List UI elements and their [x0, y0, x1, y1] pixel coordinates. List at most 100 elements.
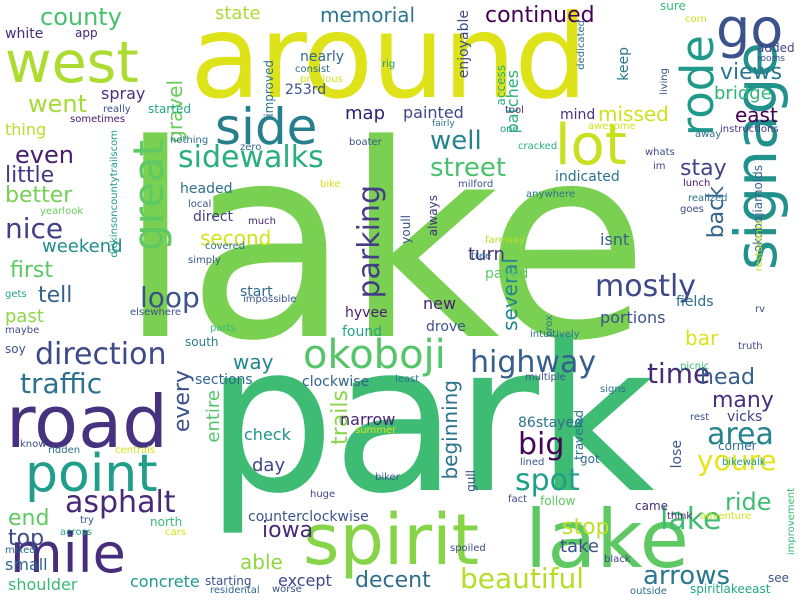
word: weekend [42, 236, 123, 257]
word: summer [355, 425, 397, 436]
word: past [5, 306, 44, 327]
word: entire [203, 390, 224, 443]
word: much [248, 216, 276, 227]
word: end [8, 506, 50, 531]
word: rooms [757, 54, 785, 64]
word: area [707, 417, 774, 452]
word: youll [399, 215, 413, 244]
word: worse [272, 584, 302, 595]
word: sections [195, 372, 253, 388]
word: asphalt [65, 485, 176, 520]
word: gets [5, 289, 27, 300]
word: continued [485, 3, 595, 28]
word: follow [540, 494, 576, 508]
word: south [185, 335, 219, 349]
word: 86stayed [518, 415, 583, 431]
word: came [635, 499, 669, 513]
word: first [10, 258, 53, 283]
word: think [667, 511, 693, 522]
word: big [518, 427, 565, 462]
word: starting [205, 574, 252, 588]
word: ride [725, 488, 772, 516]
word: drove [426, 319, 466, 335]
word: biker [375, 472, 400, 483]
word: mixed [5, 545, 36, 556]
word: tell [38, 283, 73, 308]
word: parking [352, 185, 387, 299]
word: got [580, 452, 600, 466]
word: views [720, 60, 783, 85]
word: spirit [303, 499, 480, 581]
word: west [5, 30, 139, 96]
word: nothing [170, 135, 209, 146]
word: huge [310, 489, 336, 500]
word: tree [471, 251, 492, 262]
word: across [60, 527, 93, 538]
word: fields [676, 294, 714, 310]
word: mind [560, 107, 596, 123]
word: park [205, 301, 655, 539]
word: even [15, 141, 74, 169]
word: dickinsoncountytrailscom [109, 130, 120, 258]
word: stay [680, 156, 727, 181]
word: cars [165, 527, 186, 538]
word: start [240, 284, 273, 300]
word: mostly [595, 269, 697, 304]
word: previous [300, 74, 343, 85]
word: always [426, 195, 440, 237]
word: new [423, 294, 457, 313]
word: see [768, 571, 790, 585]
word: better [5, 183, 73, 208]
word: beginning [438, 380, 462, 480]
word: highway [470, 345, 597, 380]
word: started [148, 102, 191, 116]
word: 253rd [285, 82, 327, 98]
word: residental [210, 585, 260, 596]
word: rv [755, 304, 766, 315]
word: spoiled [450, 543, 486, 554]
word: painted [403, 103, 464, 122]
word: many [712, 388, 774, 413]
word: rest [690, 412, 710, 423]
word: youre [697, 444, 777, 477]
word: least [395, 374, 420, 385]
word: except [278, 571, 332, 590]
word: check [244, 425, 291, 444]
word: im [653, 161, 666, 172]
word: nearly [300, 49, 344, 65]
word: awesome [588, 121, 636, 132]
word: elsewhere [130, 307, 182, 318]
word: point [25, 444, 158, 504]
word: go [716, 0, 784, 60]
word: fareway [485, 235, 525, 246]
word: boater [349, 137, 382, 148]
word: tool [505, 105, 524, 116]
word: second [200, 226, 272, 250]
word: living [659, 68, 670, 95]
word: every [170, 370, 195, 433]
word: lake [525, 493, 689, 586]
word: maybe [5, 325, 40, 336]
word: side [215, 98, 318, 156]
word: bikewalk [722, 457, 766, 468]
word: keep [616, 47, 632, 81]
word: outside [630, 586, 667, 597]
word: indicated [555, 169, 620, 185]
word: really [103, 104, 131, 115]
word: gull [464, 470, 478, 492]
word: nice [5, 212, 64, 245]
word: loop [140, 281, 200, 314]
word: fact [508, 494, 528, 505]
word: multiple [525, 372, 566, 383]
word: arrows [643, 561, 731, 591]
word: lake [118, 88, 649, 400]
word: day [252, 455, 286, 476]
word: instructions [720, 124, 779, 135]
word: traffic [20, 367, 103, 400]
word: improved [262, 60, 276, 117]
word: state [215, 3, 261, 24]
word: covered [205, 241, 246, 252]
word: missed [598, 102, 669, 126]
word: zero [240, 142, 262, 153]
